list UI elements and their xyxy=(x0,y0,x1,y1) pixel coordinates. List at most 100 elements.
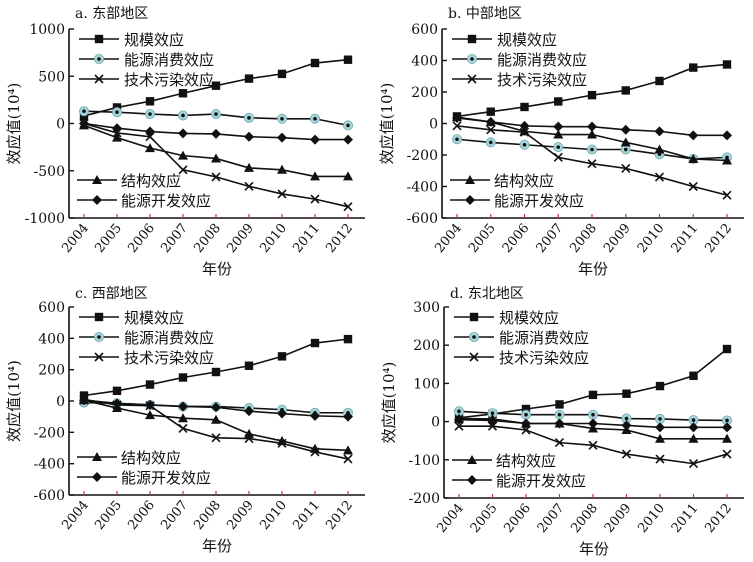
data-point xyxy=(587,129,597,139)
data-point xyxy=(79,118,89,129)
x-tick-label: 2010 xyxy=(257,221,290,256)
circle-dot-marker xyxy=(469,332,480,343)
data-point xyxy=(244,131,254,142)
legend-item: 规模效应 xyxy=(452,31,557,49)
data-point xyxy=(454,406,465,417)
data-point xyxy=(554,438,565,448)
data-point xyxy=(722,60,732,69)
data-point xyxy=(520,409,531,420)
x-tick-label: 2012 xyxy=(323,221,356,256)
circle-dot-center xyxy=(472,335,476,339)
legend-label: 能源开发效应 xyxy=(121,192,211,210)
data-point xyxy=(277,189,287,199)
legend-item: 结构效应 xyxy=(77,172,181,190)
data-point xyxy=(178,423,188,433)
data-point xyxy=(178,401,188,412)
data-point xyxy=(722,130,732,141)
data-point xyxy=(343,334,353,344)
y-tick-label: -400 xyxy=(34,457,65,473)
legend-item: 结构效应 xyxy=(450,172,554,190)
data-point xyxy=(554,418,565,429)
square-marker xyxy=(467,34,477,44)
data-point xyxy=(454,414,464,425)
data-point xyxy=(554,97,563,106)
series-x xyxy=(79,118,353,212)
x-marker xyxy=(469,352,479,362)
data-point xyxy=(144,109,155,120)
data-point xyxy=(688,153,699,163)
circle-dot-center xyxy=(148,112,152,116)
data-point xyxy=(145,126,155,137)
data-point xyxy=(112,123,122,134)
y-axis-label: 效应值(10⁴) xyxy=(5,360,23,442)
y-axis-label: 效应值(10⁴) xyxy=(380,362,398,444)
data-point xyxy=(277,132,287,143)
chart-title: c. 西部地区 xyxy=(75,286,148,302)
data-point xyxy=(343,134,353,145)
x-tick-label: 2010 xyxy=(635,221,668,256)
x-tick-label: 2008 xyxy=(191,221,224,256)
series-circle-dot xyxy=(452,134,732,164)
series-triangle xyxy=(452,112,732,165)
data-point xyxy=(519,126,530,136)
series-square xyxy=(452,60,732,121)
data-point xyxy=(343,55,353,64)
legend-label: 能源消费效应 xyxy=(124,329,214,347)
circle-dot-center xyxy=(457,409,461,414)
circle-dot-center xyxy=(522,142,527,147)
y-axis-label: 效应值(10⁴) xyxy=(378,83,396,165)
data-point xyxy=(553,121,564,132)
legend-item: 能源开发效应 xyxy=(452,472,586,490)
x-tick-label: 2007 xyxy=(535,501,568,536)
y-tick-label: -600 xyxy=(407,211,438,227)
y-tick-label: 0 xyxy=(429,117,438,133)
circle-dot-center xyxy=(658,417,662,421)
data-point xyxy=(145,380,155,389)
x-tick-label: 2012 xyxy=(702,501,735,536)
legend-item: 技术污染效应 xyxy=(454,349,589,367)
diamond-marker xyxy=(92,195,102,205)
data-point xyxy=(654,144,665,154)
y-tick-label: -100 xyxy=(409,453,440,469)
data-point xyxy=(210,109,221,120)
square-marker xyxy=(94,34,104,44)
data-point xyxy=(689,63,698,72)
data-point xyxy=(655,422,665,433)
legend-label: 规模效应 xyxy=(124,31,184,49)
circle-dot-marker xyxy=(94,54,105,65)
data-point xyxy=(689,371,698,380)
data-point xyxy=(553,152,563,162)
data-point xyxy=(211,414,221,424)
y-tick-label: -600 xyxy=(34,488,65,504)
data-point xyxy=(244,428,254,438)
circle-dot-center xyxy=(313,116,317,121)
y-tick-label: 200 xyxy=(411,85,438,101)
data-point xyxy=(654,126,665,137)
data-point xyxy=(112,107,123,118)
data-point xyxy=(588,418,598,429)
data-point xyxy=(310,171,320,181)
series-x xyxy=(454,421,732,469)
series-circle-dot xyxy=(79,106,353,131)
x-marker xyxy=(94,74,104,84)
x-axis-label: 年份 xyxy=(578,260,608,278)
data-point xyxy=(309,113,320,124)
diamond-marker xyxy=(467,475,477,485)
x-tick-label: 2008 xyxy=(191,498,224,533)
data-point xyxy=(145,143,155,153)
data-point xyxy=(310,338,320,348)
y-tick-label: 600 xyxy=(38,300,65,316)
data-point xyxy=(655,433,665,443)
circle-dot-center xyxy=(247,116,251,120)
y-tick-label: 0 xyxy=(56,117,65,133)
circle-dot-center xyxy=(591,412,595,417)
data-point xyxy=(520,102,529,112)
data-point xyxy=(487,421,498,431)
data-point xyxy=(277,408,287,419)
data-point xyxy=(486,125,496,135)
data-point xyxy=(277,352,287,361)
diamond-marker xyxy=(92,472,102,482)
data-point xyxy=(521,418,531,429)
